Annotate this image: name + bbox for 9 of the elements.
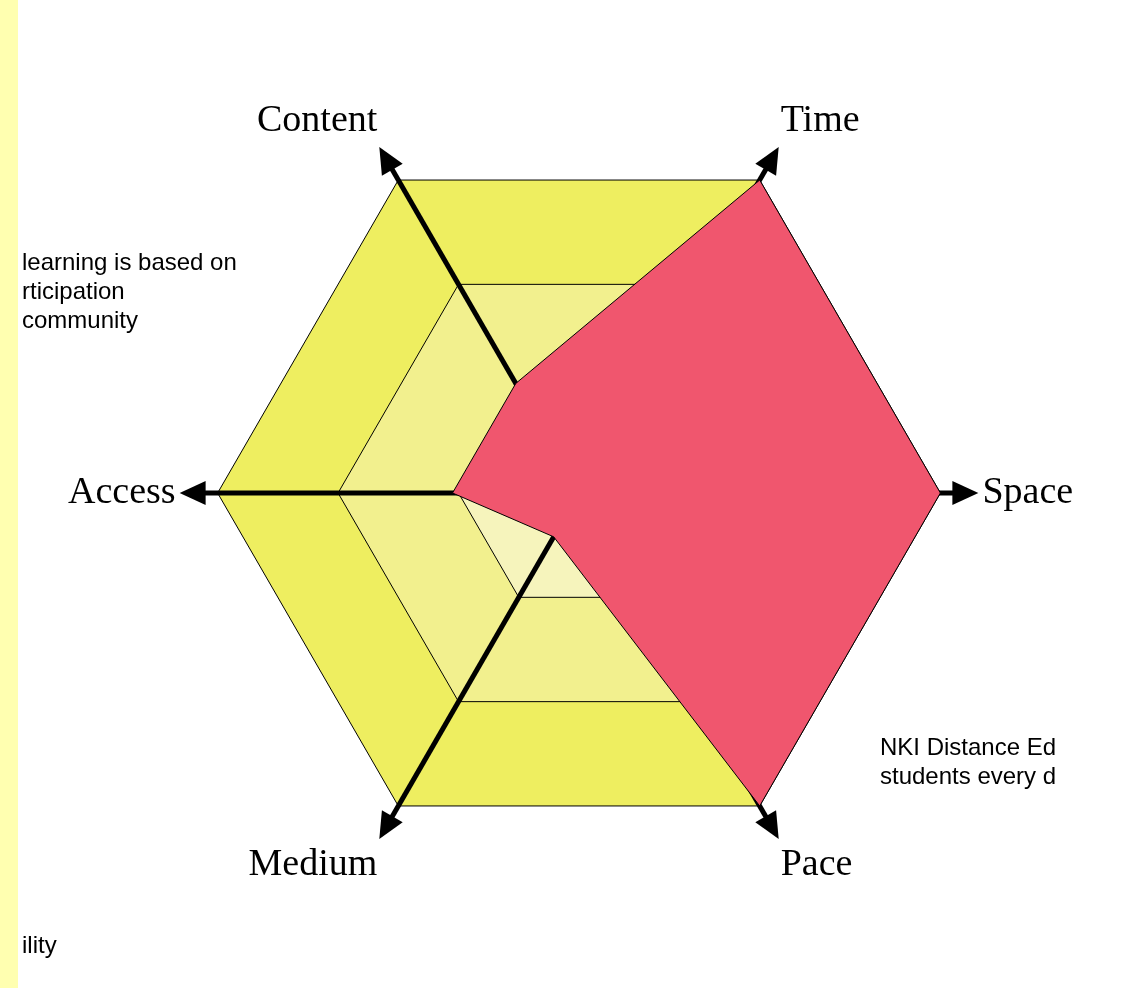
- text: learning is based on rticipation community: [22, 247, 237, 334]
- spoke-label: Pace: [780, 841, 853, 884]
- spoke-label: Space: [982, 468, 1074, 511]
- text: ility: [22, 930, 57, 959]
- spoke-label: Time: [780, 96, 860, 139]
- spoke-label: Access: [67, 468, 176, 511]
- spoke-label: Medium: [248, 841, 378, 884]
- text: NKI Distance Ed students every d: [880, 732, 1057, 790]
- spoke-label: Content: [256, 96, 378, 139]
